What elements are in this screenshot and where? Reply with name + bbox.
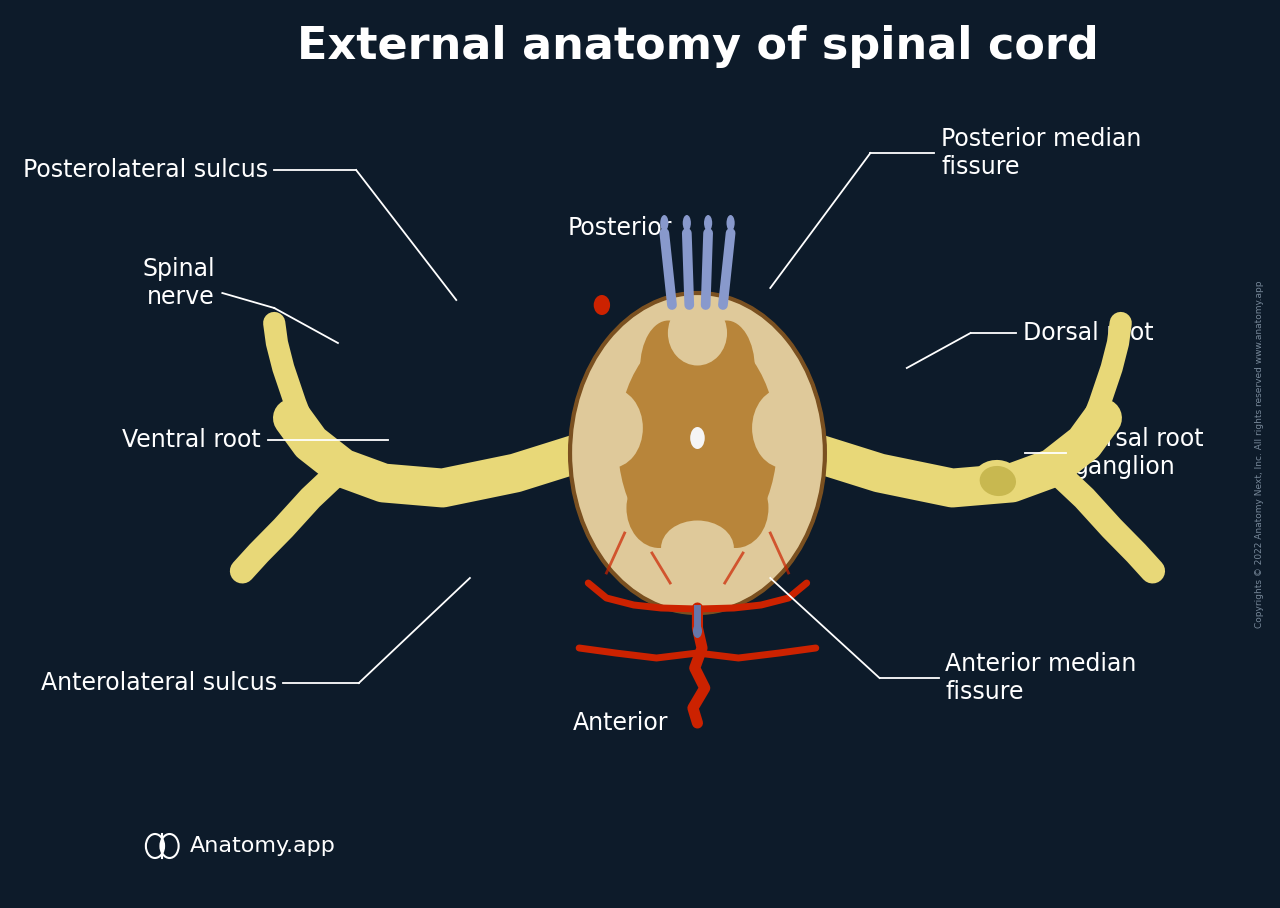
Text: Ventral root: Ventral root <box>122 428 261 452</box>
Ellipse shape <box>668 301 727 366</box>
Ellipse shape <box>704 215 712 231</box>
Ellipse shape <box>594 295 611 315</box>
Ellipse shape <box>579 388 643 468</box>
Circle shape <box>279 403 306 433</box>
Text: Posterolateral sulcus: Posterolateral sulcus <box>23 158 268 182</box>
Ellipse shape <box>692 624 701 638</box>
Text: Dorsal root
ganglion: Dorsal root ganglion <box>1074 427 1204 479</box>
Text: Anterior median
fissure: Anterior median fissure <box>945 652 1137 704</box>
Ellipse shape <box>699 321 755 416</box>
Ellipse shape <box>979 466 1016 496</box>
Ellipse shape <box>690 427 705 449</box>
Ellipse shape <box>703 468 768 548</box>
Ellipse shape <box>660 520 733 576</box>
Text: Posterior median
fissure: Posterior median fissure <box>941 127 1142 179</box>
Text: Posterior: Posterior <box>568 216 672 240</box>
Circle shape <box>1089 403 1116 433</box>
Ellipse shape <box>727 215 735 231</box>
Ellipse shape <box>570 293 824 613</box>
Text: Anterolateral sulcus: Anterolateral sulcus <box>41 671 276 695</box>
Text: Anatomy.app: Anatomy.app <box>189 836 335 856</box>
Ellipse shape <box>640 321 696 416</box>
Ellipse shape <box>682 215 691 231</box>
Text: Spinal
nerve: Spinal nerve <box>142 257 215 309</box>
Ellipse shape <box>973 460 1023 502</box>
Text: Copyrights © 2022 Anatomy Next, Inc. All rights reserved www.anatomy.app: Copyrights © 2022 Anatomy Next, Inc. All… <box>1256 281 1265 627</box>
Ellipse shape <box>626 468 692 548</box>
Text: Dorsal root: Dorsal root <box>1023 321 1155 345</box>
Ellipse shape <box>660 215 668 231</box>
Ellipse shape <box>753 388 815 468</box>
Text: Anterior: Anterior <box>572 711 668 735</box>
Text: External anatomy of spinal cord: External anatomy of spinal cord <box>297 25 1098 67</box>
Ellipse shape <box>618 328 777 558</box>
